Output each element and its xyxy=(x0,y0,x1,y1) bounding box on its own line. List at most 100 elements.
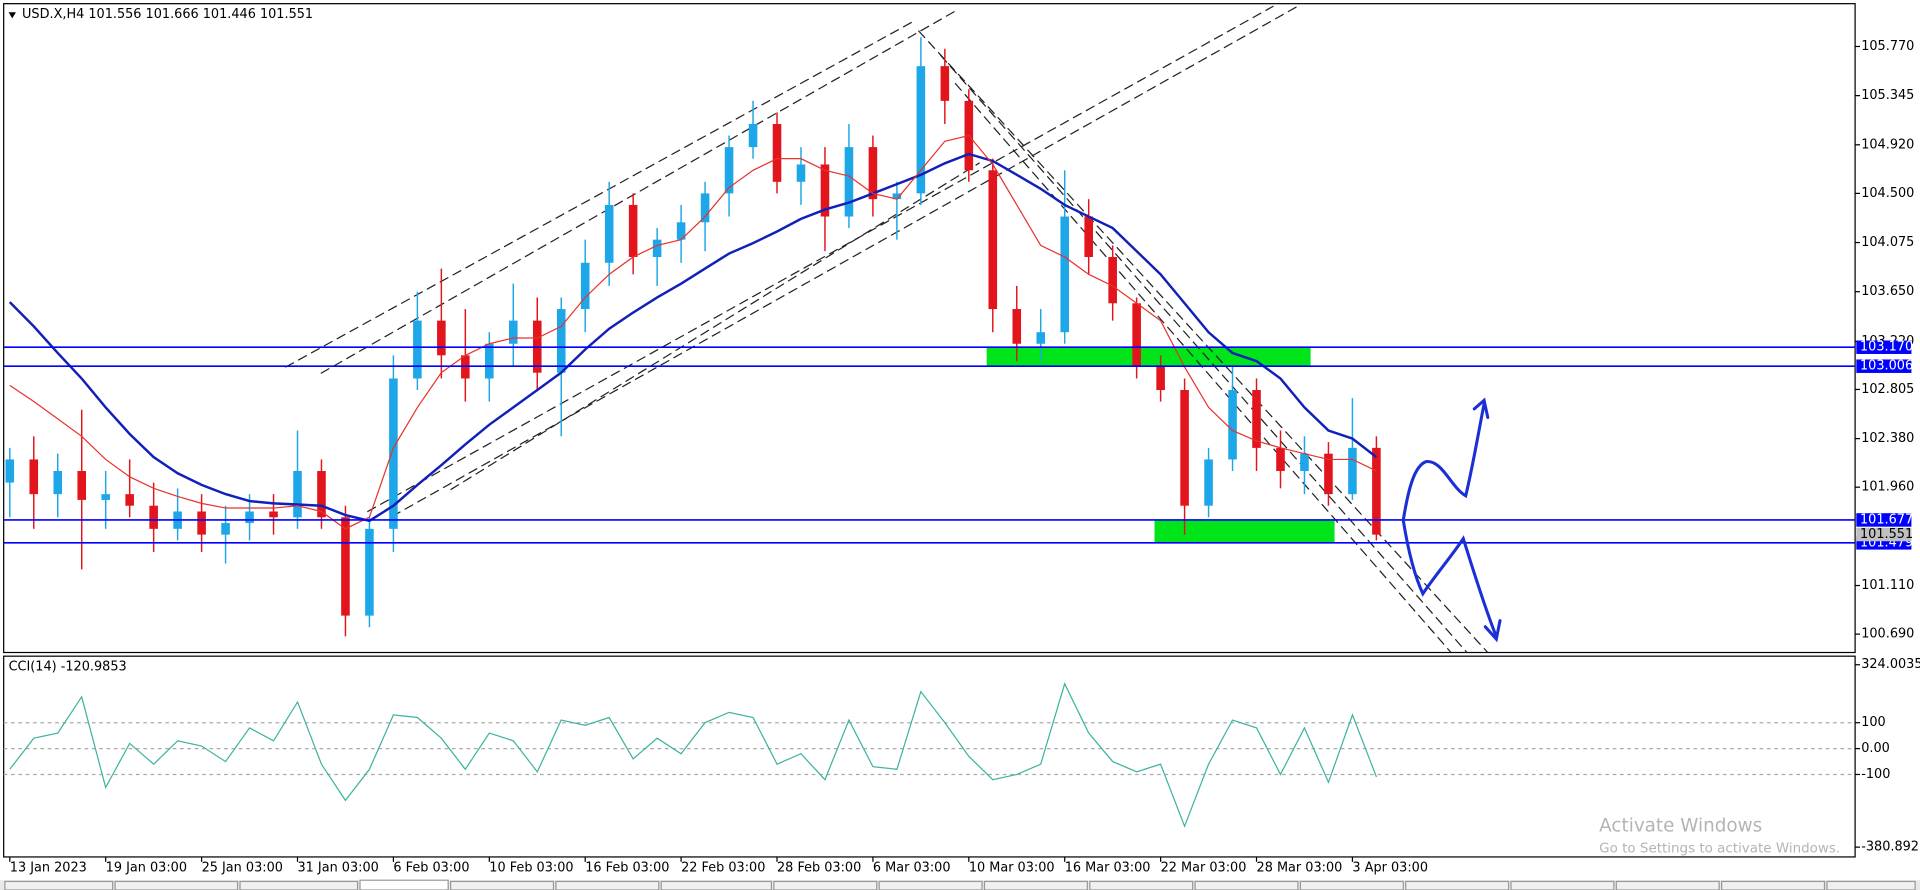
candle-body xyxy=(1372,447,1381,535)
candle-body xyxy=(916,66,926,194)
x-tick-label: 22 Mar 03:00 xyxy=(1161,860,1247,875)
tab-bar xyxy=(0,879,1920,890)
candle-body xyxy=(1036,332,1046,344)
y-tick-label: -100 xyxy=(1861,767,1890,782)
moving-average xyxy=(9,134,1377,530)
candle-body xyxy=(245,511,254,524)
x-tick-label: 3 Apr 03:00 xyxy=(1352,860,1428,875)
candle-body xyxy=(820,164,830,217)
y-tick-label: 324.0035 xyxy=(1861,657,1920,672)
candle-body xyxy=(580,262,590,310)
x-tick-label: 22 Feb 03:00 xyxy=(681,860,765,875)
candle-body xyxy=(1156,366,1165,391)
watermark: Activate Windows Go to Settings to activ… xyxy=(1599,815,1840,856)
tab[interactable] xyxy=(1510,880,1615,890)
tab[interactable] xyxy=(114,880,239,890)
tab[interactable] xyxy=(1721,880,1826,890)
y-tick-label: -380.8925 xyxy=(1861,840,1920,855)
y-tick-label: 105.770 xyxy=(1861,39,1914,54)
x-tick-label: 28 Feb 03:00 xyxy=(777,860,861,875)
tab[interactable] xyxy=(450,880,555,890)
level-label: 103.006 xyxy=(1860,359,1913,374)
candle-body xyxy=(341,517,350,616)
channel-line xyxy=(917,30,1489,653)
level-label-box xyxy=(1856,513,1912,527)
tab[interactable] xyxy=(1826,880,1916,890)
x-tick-label: 6 Feb 03:00 xyxy=(393,860,469,875)
candle-body xyxy=(1060,216,1070,333)
x-tick-label: 16 Mar 03:00 xyxy=(1065,860,1151,875)
x-tick-label: 25 Jan 03:00 xyxy=(202,860,283,875)
candle-body xyxy=(508,320,518,344)
candle-body xyxy=(1132,303,1141,367)
candle-body xyxy=(1252,390,1261,448)
tab[interactable] xyxy=(1615,880,1720,890)
arrow-up xyxy=(1401,402,1486,522)
y-tick-label: 101.960 xyxy=(1861,480,1914,495)
channel-line xyxy=(320,9,958,374)
indicator-panel xyxy=(3,655,1856,858)
last-price-label: 101.551 xyxy=(1860,527,1913,542)
tab[interactable] xyxy=(1089,880,1194,890)
candle-body xyxy=(5,459,15,483)
candle-body xyxy=(1084,216,1093,258)
x-tick-label: 19 Jan 03:00 xyxy=(106,860,187,875)
candle-body xyxy=(1348,447,1357,495)
tab[interactable] xyxy=(1299,880,1404,890)
candle-body xyxy=(269,511,278,518)
candle-body xyxy=(1300,453,1309,472)
candle-body xyxy=(413,320,422,379)
indicator-title: CCI(14) -120.9853 xyxy=(9,660,127,675)
candle-body xyxy=(868,147,878,200)
candle-body xyxy=(317,471,326,518)
candle-body xyxy=(988,170,998,310)
tab[interactable] xyxy=(4,880,114,890)
channel-line xyxy=(391,5,1299,518)
candle-body xyxy=(29,459,39,495)
zone xyxy=(1154,519,1335,543)
candle-body xyxy=(1228,390,1237,460)
chart-title: USD.X,H4 101.556 101.666 101.446 101.551 xyxy=(22,7,313,22)
y-tick-label: 104.920 xyxy=(1861,137,1914,152)
x-tick-label: 16 Feb 03:00 xyxy=(585,860,669,875)
x-tick-label: 31 Jan 03:00 xyxy=(298,860,379,875)
symbol-menu-icon[interactable] xyxy=(8,12,16,19)
level-label: 101.677 xyxy=(1860,512,1913,527)
y-tick-label: 103.650 xyxy=(1861,284,1914,299)
candle-body xyxy=(293,471,302,518)
channel-line xyxy=(285,21,913,368)
candle-body xyxy=(1012,309,1022,344)
candle-body xyxy=(1204,459,1213,506)
tab[interactable] xyxy=(555,880,660,890)
candle-body xyxy=(77,471,87,500)
tab[interactable] xyxy=(983,880,1088,890)
candle-body xyxy=(149,505,158,529)
candle-body xyxy=(796,164,806,182)
candle-body xyxy=(772,123,782,182)
y-tick-label: 100.690 xyxy=(1861,627,1914,642)
tab[interactable] xyxy=(878,880,983,890)
channel-line xyxy=(954,82,1452,653)
zone xyxy=(986,347,1311,367)
x-tick-label: 10 Feb 03:00 xyxy=(489,860,573,875)
tab[interactable] xyxy=(239,880,359,890)
channel-line xyxy=(450,162,980,491)
main-panel xyxy=(3,3,1856,654)
tab-active[interactable] xyxy=(359,879,449,890)
channel-line xyxy=(367,5,1274,513)
tab[interactable] xyxy=(1194,880,1299,890)
candle-body xyxy=(101,494,110,500)
x-tick-label: 6 Mar 03:00 xyxy=(873,860,951,875)
candle-body xyxy=(1324,453,1333,495)
plot: 105.770 105.345 104.920 104.500 104.075 103.6… xyxy=(3,37,1920,875)
tab[interactable] xyxy=(1405,880,1510,890)
candle-body xyxy=(389,378,398,529)
watermark-title: Activate Windows xyxy=(1599,815,1762,836)
indicator-line xyxy=(9,682,1378,828)
candle-body xyxy=(604,204,614,263)
tab[interactable] xyxy=(660,880,773,890)
candle-body xyxy=(197,511,206,535)
candle-body xyxy=(724,147,734,194)
tab[interactable] xyxy=(773,880,878,890)
